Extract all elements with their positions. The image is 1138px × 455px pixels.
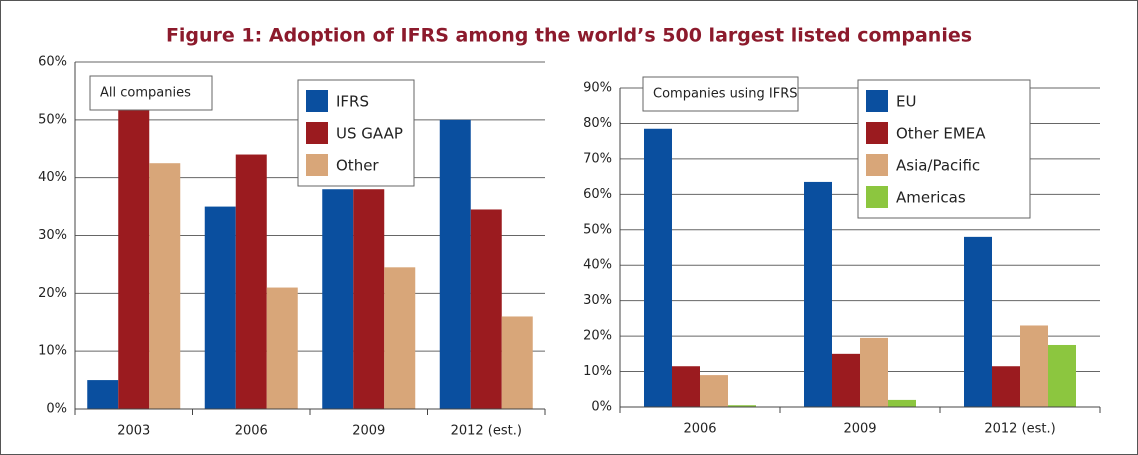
legend-swatch bbox=[306, 154, 328, 176]
bar bbox=[87, 380, 119, 409]
legend-label: Other EMEA bbox=[896, 125, 986, 143]
bar bbox=[1020, 325, 1048, 407]
bar bbox=[804, 181, 832, 407]
bar bbox=[118, 105, 150, 409]
bar bbox=[832, 353, 860, 407]
x-tick-label: 2009 bbox=[843, 422, 876, 437]
y-tick-label: 0% bbox=[46, 402, 67, 417]
legend-swatch bbox=[306, 90, 328, 112]
legend-swatch bbox=[866, 186, 888, 208]
legend-label: IFRS bbox=[336, 93, 369, 111]
bar bbox=[322, 189, 354, 409]
bar bbox=[353, 189, 385, 409]
bar bbox=[888, 399, 916, 407]
bar bbox=[992, 366, 1020, 407]
bar bbox=[266, 287, 298, 409]
label-box bbox=[642, 76, 799, 112]
bar bbox=[728, 405, 756, 407]
y-tick-label: 30% bbox=[38, 228, 67, 243]
y-tick-label: 30% bbox=[583, 293, 612, 308]
y-tick-label: 0% bbox=[591, 400, 612, 415]
chart-label: All companies bbox=[100, 86, 191, 101]
bar bbox=[439, 119, 471, 409]
legend-label: US GAAP bbox=[336, 125, 403, 143]
bar bbox=[1048, 344, 1076, 407]
y-tick-label: 90% bbox=[583, 81, 612, 96]
y-tick-label: 70% bbox=[583, 151, 612, 166]
label-box bbox=[89, 75, 213, 111]
bar bbox=[501, 316, 533, 409]
legend-label: Asia/Pacific bbox=[896, 157, 980, 175]
bar bbox=[860, 337, 888, 407]
y-tick-label: 50% bbox=[583, 222, 612, 237]
bar bbox=[384, 267, 416, 409]
legend-swatch bbox=[866, 122, 888, 144]
y-tick-label: 20% bbox=[583, 329, 612, 344]
legend-swatch bbox=[866, 90, 888, 112]
y-tick-label: 20% bbox=[38, 286, 67, 301]
y-tick-label: 10% bbox=[38, 344, 67, 359]
x-tick-label: 2012 (est.) bbox=[984, 422, 1055, 437]
legend-label: Americas bbox=[896, 189, 966, 207]
y-tick-label: 60% bbox=[38, 55, 67, 70]
y-tick-label: 40% bbox=[583, 258, 612, 273]
y-tick-label: 10% bbox=[583, 364, 612, 379]
x-tick-label: 2006 bbox=[683, 422, 716, 437]
bar bbox=[700, 375, 728, 407]
legend-swatch bbox=[306, 122, 328, 144]
bar bbox=[149, 163, 181, 409]
bar bbox=[644, 128, 672, 407]
y-tick-label: 50% bbox=[38, 112, 67, 127]
y-tick-label: 60% bbox=[583, 187, 612, 202]
y-tick-label: 40% bbox=[38, 170, 67, 185]
x-tick-label: 2003 bbox=[117, 424, 150, 439]
bar bbox=[204, 206, 236, 409]
legend-label: Other bbox=[336, 157, 379, 175]
bar bbox=[470, 209, 502, 409]
x-tick-label: 2006 bbox=[235, 424, 268, 439]
bar bbox=[964, 236, 992, 407]
legend-label: EU bbox=[896, 93, 916, 111]
bar bbox=[672, 366, 700, 407]
x-tick-label: 2012 (est.) bbox=[451, 424, 522, 439]
y-tick-label: 80% bbox=[583, 116, 612, 131]
chart-label: Companies using IFRS bbox=[653, 87, 798, 102]
legend-swatch bbox=[866, 154, 888, 176]
x-tick-label: 2009 bbox=[352, 424, 385, 439]
figure-title: Figure 1: Adoption of IFRS among the wor… bbox=[166, 25, 972, 47]
bar bbox=[235, 154, 267, 409]
